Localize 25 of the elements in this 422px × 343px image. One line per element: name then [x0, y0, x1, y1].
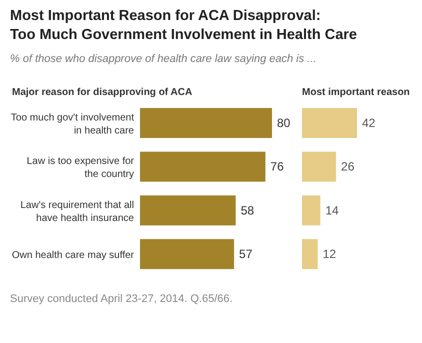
bar — [302, 108, 357, 138]
bar — [302, 239, 318, 270]
bar — [140, 239, 234, 270]
bar — [140, 108, 272, 138]
data-label: 26 — [341, 160, 355, 174]
y-tick-label: Too much gov't involvement in health care — [10, 112, 134, 136]
data-label: 76 — [270, 160, 284, 174]
data-label: 12 — [322, 247, 336, 262]
x-axis-title: Major reason for disapproving of ACA — [12, 87, 192, 98]
bar — [140, 195, 236, 226]
y-tick-label: Own health care may suffer — [12, 250, 135, 262]
text: Survey conducted April 23-27, 2014. Q.65/66. — [10, 293, 233, 305]
y-tick-label: Law's requirement that all have health insurance — [20, 200, 134, 224]
data-label: 14 — [325, 203, 340, 218]
chart-subtitle: % of those who disapprove of health care law saying each is ... — [10, 53, 316, 65]
data-label: 80 — [277, 116, 291, 130]
bar — [302, 195, 320, 226]
y-tick-label: Law is too expensive for the country — [26, 156, 135, 180]
bar — [140, 152, 266, 182]
x-axis-title: Most important reason — [302, 87, 410, 98]
data-label: 58 — [240, 203, 254, 218]
data-label: 57 — [239, 247, 253, 262]
data-label: 42 — [362, 116, 376, 130]
chart-title: Most Important Reason for ACA Disapproval: Too Much Government Involvement in Health Care — [10, 8, 357, 43]
bar — [302, 152, 336, 182]
